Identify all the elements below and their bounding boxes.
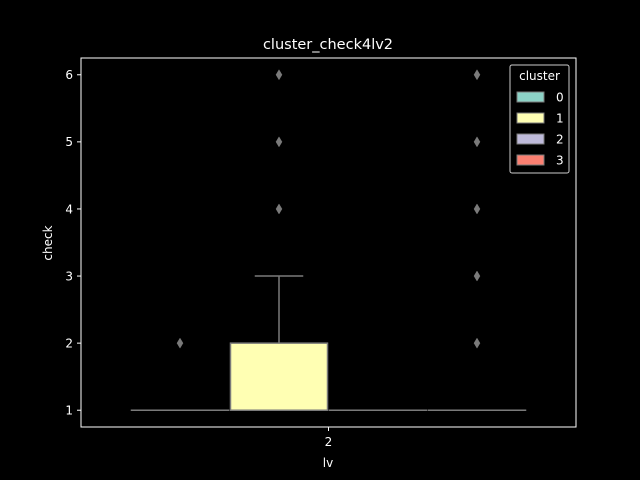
y-tick-label: 3 — [65, 269, 73, 283]
plot-area — [80, 57, 577, 428]
outlier-point — [473, 270, 481, 282]
outlier-point — [473, 69, 481, 81]
y-tick-label: 5 — [65, 135, 73, 149]
y-tick-label: 1 — [65, 404, 73, 418]
y-tick-label: 6 — [65, 68, 73, 82]
legend-title: cluster — [519, 69, 560, 83]
chart-title: cluster_check4lv2 — [263, 37, 393, 53]
box-cluster-1 — [229, 69, 329, 411]
legend-entry-label: 3 — [556, 153, 564, 167]
box-plots — [130, 69, 527, 411]
y-tick-label: 4 — [65, 202, 73, 216]
outlier-point — [473, 203, 481, 215]
legend-entries: 0 1 2 3 — [516, 90, 564, 167]
legend-swatch-0 — [516, 91, 545, 103]
outlier-point — [275, 136, 283, 148]
x-axis-label: lv — [323, 456, 333, 470]
legend-entry-label: 2 — [556, 132, 564, 146]
legend-swatch-3 — [516, 154, 545, 166]
y-tick-label: 2 — [65, 336, 73, 350]
y-axis: 1 2 3 4 5 6 — [65, 68, 81, 418]
box-cluster-3 — [427, 69, 527, 411]
x-axis: 2 — [325, 427, 333, 449]
x-tick-label: 2 — [325, 435, 333, 449]
legend-swatch-1 — [516, 112, 545, 124]
outlier-point — [275, 203, 283, 215]
legend-entry-label: 0 — [556, 90, 564, 104]
y-axis-label: check — [41, 225, 55, 260]
legend: cluster 0 1 2 3 — [509, 64, 570, 174]
legend-swatch-2 — [516, 133, 545, 145]
outlier-point — [473, 337, 481, 349]
outlier-point — [275, 69, 283, 81]
box-cluster-0 — [130, 337, 230, 411]
outlier-point — [473, 136, 481, 148]
outlier-point — [176, 337, 184, 349]
plot-frame — [80, 57, 577, 428]
box — [229, 342, 329, 411]
legend-entry-label: 1 — [556, 111, 564, 125]
